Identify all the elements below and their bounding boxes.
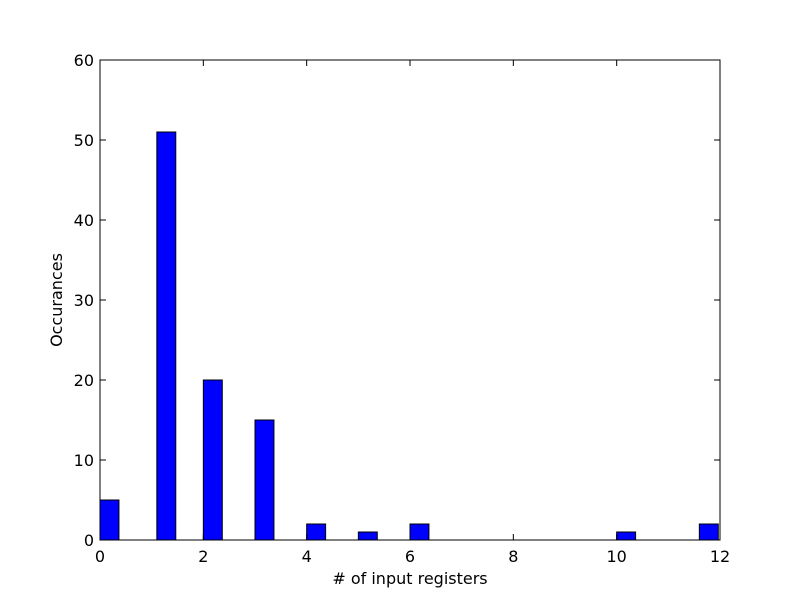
x-tick-label-8: 8 [508,547,518,566]
x-tick-label-2: 2 [198,547,208,566]
y-tick-label-40: 40 [74,211,94,230]
bar-5 [357,531,378,541]
ticks-layer: 0 2 4 6 8 10 12 0 10 20 30 40 50 60 [74,51,731,566]
y-tick-label-0: 0 [84,531,94,550]
y-tick-label-50: 50 [74,131,94,150]
y-tick-label-60: 60 [74,51,94,70]
bar-3 [254,419,275,541]
x-axis-label: # of input registers [332,569,487,588]
x-tick-label-4: 4 [302,547,312,566]
bar-7 [616,531,637,541]
x-tick-label-12: 12 [710,547,730,566]
y-tick-label-30: 30 [74,291,94,310]
x-tick-label-6: 6 [405,547,415,566]
bar-0 [99,499,120,541]
y-axis-label: Occurances [47,253,66,347]
bars-layer [99,131,719,541]
x-tick-label-10: 10 [606,547,626,566]
plot-frame [99,59,721,541]
bar-8 [698,523,719,541]
bar-4 [306,523,327,541]
bar-1 [156,131,177,541]
x-tick-label-0: 0 [95,547,105,566]
y-tick-label-10: 10 [74,451,94,470]
y-tick-label-20: 20 [74,371,94,390]
bar-6 [409,523,430,541]
bar-2 [202,379,223,541]
